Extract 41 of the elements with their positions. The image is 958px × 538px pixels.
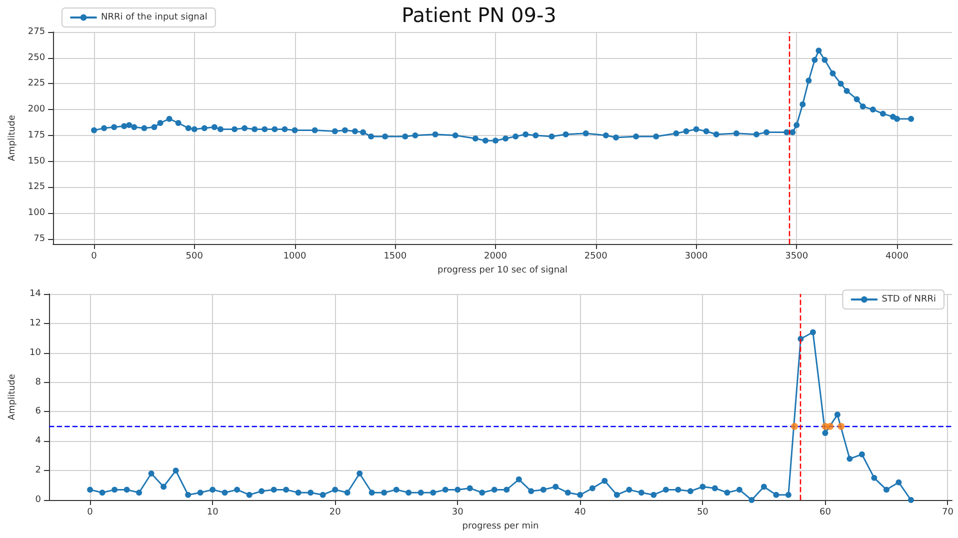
y-tick-label: 12 — [30, 318, 41, 328]
y-tick-label: 10 — [30, 348, 42, 358]
x-tick-label: 0 — [91, 252, 98, 262]
legend-label: STD of NRRi — [882, 294, 936, 304]
x-tick-label: 1500 — [384, 252, 407, 262]
y-tick-label: 250 — [28, 52, 46, 63]
y-tick-label: 14 — [30, 289, 42, 299]
x-tick-label: 40 — [574, 508, 586, 518]
y-tick-label: 275 — [28, 27, 46, 37]
x-tick-label: 20 — [329, 508, 342, 518]
y-tick-label: 225 — [28, 78, 46, 89]
y-tick-label: 2 — [35, 466, 41, 476]
x-tick-label: 1000 — [283, 252, 306, 262]
x-tick-label: 3000 — [684, 252, 708, 262]
y-axis-title: Amplitude — [8, 373, 18, 420]
x-tick-label: 70 — [942, 508, 954, 518]
y-tick-label: 6 — [35, 406, 42, 417]
y-tick-label: 150 — [28, 156, 46, 166]
x-tick-label: 2000 — [484, 252, 508, 262]
x-tick-label: 60 — [819, 508, 832, 518]
x-tick-label: 4000 — [886, 252, 909, 262]
y-tick-label: 4 — [35, 436, 42, 446]
x-tick-label: 30 — [452, 508, 464, 518]
x-tick-label: 3500 — [785, 252, 808, 262]
x-tick-label: 500 — [186, 252, 204, 262]
y-tick-label: 200 — [28, 104, 46, 115]
x-tick-label: 2500 — [584, 252, 608, 262]
y-axis-title: Amplitude — [8, 114, 18, 162]
x-axis-title: progress per 10 sec of signal — [438, 266, 568, 276]
y-tick-label: 0 — [35, 495, 42, 505]
x-tick-label: 10 — [206, 508, 219, 518]
chart-title: Patient PN 09-3 — [402, 3, 556, 27]
y-tick-label: 175 — [28, 130, 46, 140]
x-tick-label: 0 — [87, 508, 94, 518]
x-tick-label: 50 — [696, 508, 709, 518]
y-tick-label: 100 — [28, 208, 46, 218]
y-tick-label: 125 — [28, 182, 46, 192]
x-axis-title: progress per min — [462, 522, 539, 532]
y-tick-label: 75 — [34, 234, 46, 244]
legend-label: NRRi of the input signal — [101, 12, 208, 22]
y-tick-label: 8 — [35, 377, 42, 388]
